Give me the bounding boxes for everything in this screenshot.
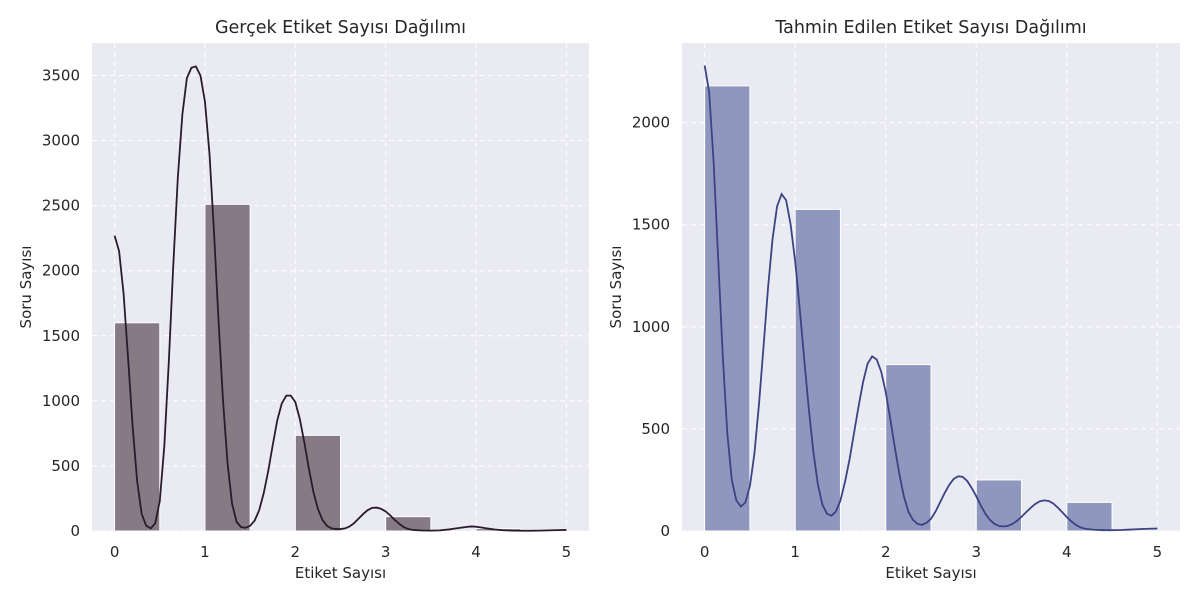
x-tick-label: 5 <box>562 543 572 561</box>
y-axis-label: Soru Sayısı <box>607 246 625 329</box>
x-tick-label: 3 <box>381 543 391 561</box>
y-tick-label: 1000 <box>632 318 670 336</box>
histogram-bar <box>794 208 841 532</box>
x-tick-label: 4 <box>471 543 481 561</box>
histogram-bar <box>704 85 751 532</box>
x-tick-label: 0 <box>700 543 710 561</box>
x-tick-label: 3 <box>971 543 981 561</box>
x-tick-label: 1 <box>790 543 800 561</box>
y-axis-label: Soru Sayısı <box>17 246 35 329</box>
x-tick-label: 0 <box>110 543 120 561</box>
y-tick-label: 3500 <box>42 67 80 85</box>
histogram-bar <box>114 322 161 532</box>
y-tick-label: 1000 <box>42 392 80 410</box>
y-tick-label: 0 <box>660 522 670 540</box>
y-tick-label: 3000 <box>42 132 80 150</box>
y-tick-label: 2000 <box>42 262 80 280</box>
y-tick-label: 1500 <box>632 216 670 234</box>
histogram-bar <box>385 516 432 532</box>
x-tick-label: 4 <box>1062 543 1072 561</box>
kde-line <box>113 65 567 532</box>
x-axis-label: Etiket Sayısı <box>295 564 386 582</box>
x-tick-label: 2 <box>291 543 301 561</box>
chart-title: Tahmin Edilen Etiket Sayısı Dağılımı <box>774 18 1086 38</box>
histogram-bar <box>204 203 251 532</box>
y-tick-label: 2000 <box>632 114 670 132</box>
y-tick-label: 2500 <box>42 197 80 215</box>
kde-line <box>703 65 1158 532</box>
chart-gercek-etiket: 0 500 1000 1500 2000 2500 3000 3500 0 1 2 3 4 5 Gerçek… <box>17 18 589 582</box>
histogram-bar <box>885 364 932 532</box>
chart-title: Gerçek Etiket Sayısı Dağılımı <box>215 18 466 38</box>
x-tick-label: 2 <box>881 543 891 561</box>
y-tick-label: 500 <box>641 420 670 438</box>
x-axis-label: Etiket Sayısı <box>885 564 976 582</box>
chart-tahmin-etiket: 0 500 1000 1500 2000 0 1 2 3 4 5 Tahmin Edilen Etik… <box>607 18 1180 582</box>
histogram-bar <box>1066 501 1113 532</box>
y-tick-label: 0 <box>70 522 80 540</box>
y-tick-label: 500 <box>51 457 80 475</box>
histogram-bar <box>294 434 341 532</box>
x-tick-label: 1 <box>200 543 210 561</box>
y-tick-label: 1500 <box>42 327 80 345</box>
x-tick-label: 5 <box>1153 543 1163 561</box>
